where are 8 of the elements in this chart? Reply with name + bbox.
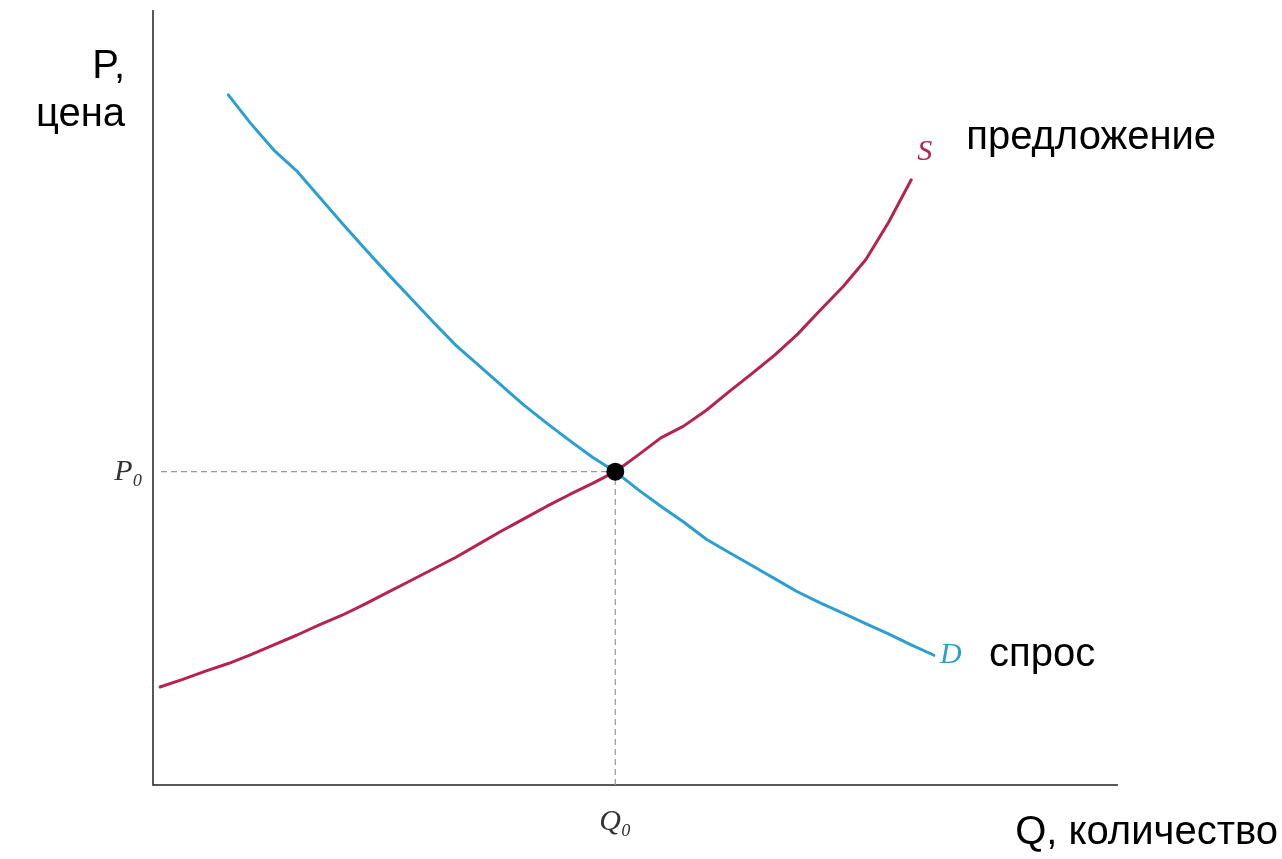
ref-line-label: P₀	[113, 452, 143, 486]
text: Q₀	[599, 802, 632, 836]
text: предложение	[966, 112, 1217, 157]
series-label: S	[917, 132, 933, 166]
series-label: D	[939, 636, 962, 670]
y-axis-title: P, цена	[34, 41, 125, 136]
text: спрос	[989, 630, 1096, 675]
x-axis-title: Q, количество	[1015, 808, 1278, 853]
